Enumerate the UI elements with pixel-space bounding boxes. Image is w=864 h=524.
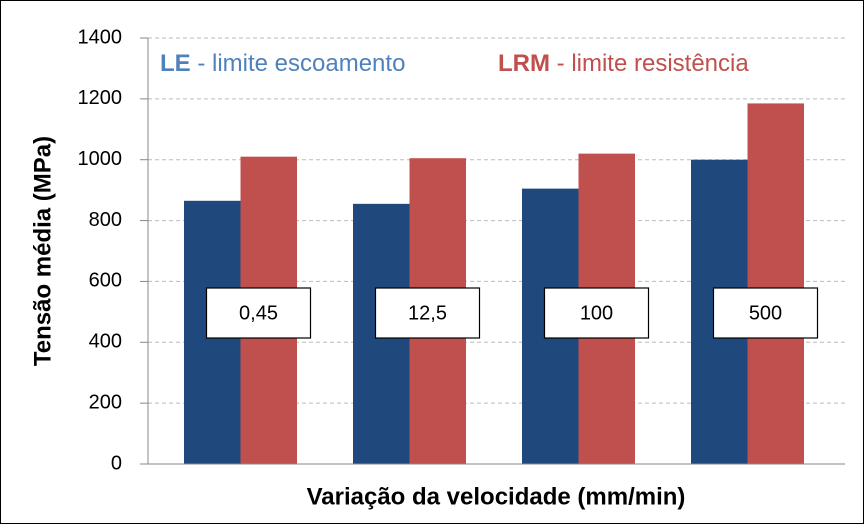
legend-text: - limite resistência <box>550 50 749 77</box>
x-tick-label: 0,45 <box>239 302 278 324</box>
y-tick-label: 1400 <box>78 26 123 48</box>
category-box <box>543 287 650 339</box>
legend-entry: LE - limite escoamento <box>160 50 405 77</box>
x-tick-label: 12,5 <box>408 302 447 324</box>
y-tick-label: 1200 <box>78 87 123 109</box>
bar <box>747 103 804 465</box>
y-tick-label: 1000 <box>78 148 123 170</box>
y-tick-label: 800 <box>89 209 122 231</box>
legend-name: LRM <box>498 50 550 77</box>
x-tick-label: 500 <box>749 302 782 324</box>
x-tick-label: 100 <box>580 302 613 324</box>
legend-entry: LRM - limite resistência <box>498 50 749 77</box>
legend-text: - limite escoamento <box>191 50 406 77</box>
legend-name: LE <box>160 50 191 77</box>
y-axis-label: Tensão média (MPa) <box>29 136 56 366</box>
y-tick-label: 0 <box>111 452 122 474</box>
category-box <box>374 287 481 339</box>
y-tick-label: 600 <box>89 270 122 292</box>
x-axis-label: Variação da velocidade (mm/min) <box>307 483 686 510</box>
category-box <box>205 287 312 339</box>
category-box <box>712 287 819 339</box>
y-tick-label: 400 <box>89 331 122 353</box>
y-tick-label: 200 <box>89 391 122 413</box>
